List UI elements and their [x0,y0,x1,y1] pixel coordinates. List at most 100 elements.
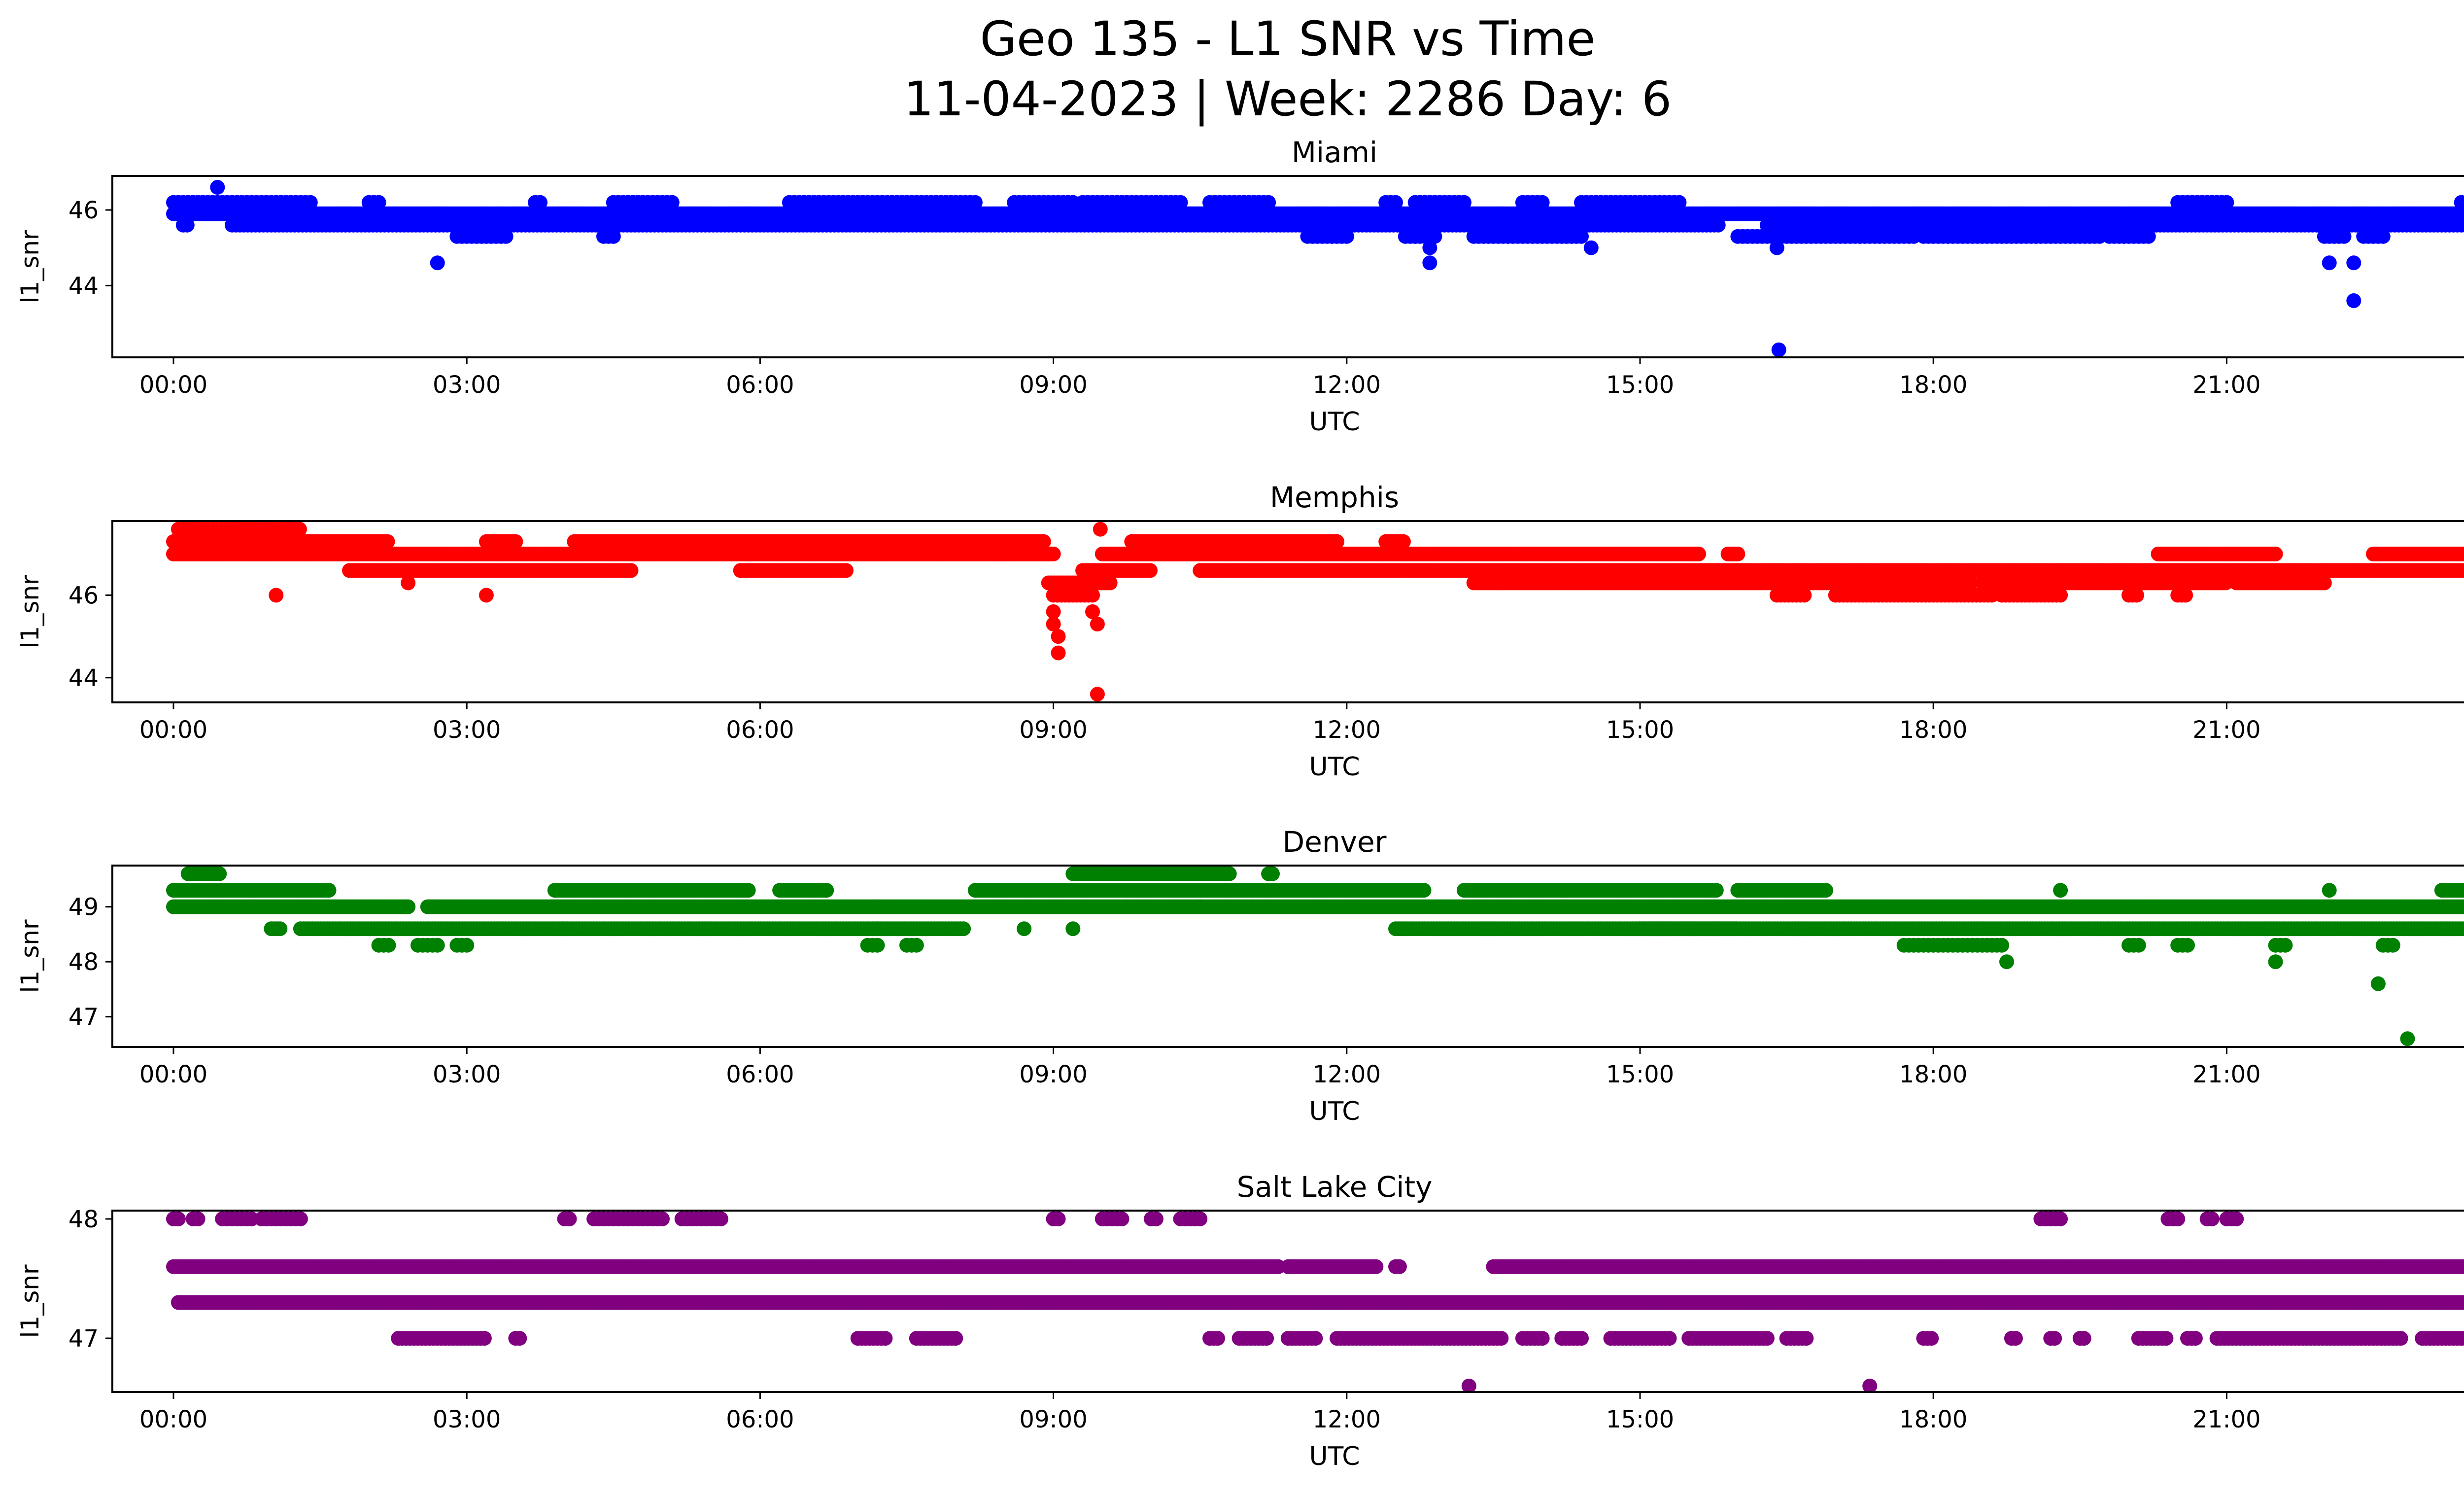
data-point [2322,255,2337,271]
data-point [2459,195,2464,210]
x-tick-label: 09:00 [1019,716,1087,744]
data-point [2141,229,2156,244]
data-point [1093,522,1108,537]
data-point [1173,195,1188,210]
data-point [479,588,494,603]
data-point [2219,195,2234,210]
data-point [2218,575,2233,591]
data-point [269,588,284,603]
figure-title: Geo 135 - L1 SNR vs Time 11-04-2023 | We… [0,9,2464,129]
data-point [1046,546,1061,561]
data-point [1090,617,1105,632]
data-point [321,883,337,898]
y-tick-label: 46 [68,582,99,610]
data-point [1416,883,1432,898]
data-point [1261,195,1276,210]
panel-title: Denver [1283,825,1387,859]
x-tick-label: 00:00 [139,371,207,399]
panel-title: Memphis [1270,481,1399,514]
data-points [166,180,2464,357]
data-point [2178,588,2193,603]
data-point [1711,217,1726,233]
axes-frame [111,520,2464,703]
data-point [2463,566,2464,575]
data-point [1422,240,1437,255]
data-point [2458,217,2464,233]
data-point [179,217,195,233]
data-point [212,866,227,881]
data-point [1388,195,1403,210]
data-point [967,195,983,210]
x-tick-label: 06:00 [726,371,794,399]
figure-title-line2: 11-04-2023 | Week: 2286 Day: 6 [903,71,1672,127]
y-axis-label: l1_snr [16,575,44,648]
data-point [1265,866,1280,881]
y-tick-label: 44 [68,664,99,692]
x-tick-label: 09:00 [1019,371,1087,399]
data-point [430,255,445,271]
data-point [1051,645,1066,661]
x-axis-label: UTC [1309,407,1360,437]
data-point [1046,617,1061,632]
data-point [1769,240,1784,255]
data-point [1143,563,1158,578]
data-point [210,180,225,195]
panel-title: Miami [1292,136,1377,169]
data-point [2460,563,2464,577]
data-points [166,522,2464,702]
data-point [819,883,834,898]
y-tick-label: 44 [68,272,99,300]
x-tick-label: 15:00 [1606,716,1674,744]
data-point [380,534,395,549]
x-tick-label: 00:00 [139,716,207,744]
data-point [1574,229,1589,244]
data-point [2346,255,2361,271]
data-point [292,522,307,537]
data-point [2053,588,2068,603]
x-tick-label: 03:00 [433,716,501,744]
x-tick-label: 06:00 [726,716,794,744]
data-point [2462,208,2464,219]
x-axis-label: UTC [1309,752,1360,782]
x-tick-label: 18:00 [1899,371,1967,399]
x-tick-label: 21:00 [2192,371,2260,399]
data-point [2336,229,2352,244]
data-point [1535,195,1550,210]
x-tick-label: 21:00 [2192,716,2260,744]
data-point [508,534,523,549]
data-point [606,229,621,244]
data-point [401,575,416,591]
y-tick-label: 46 [68,197,99,224]
data-point [741,883,756,898]
data-point [498,229,513,244]
data-point [1456,195,1472,210]
data-point [1330,534,1344,549]
data-point [1085,604,1100,619]
data-point [1771,342,1786,357]
data-point [1085,588,1100,603]
data-point [1036,534,1051,549]
data-point [1730,546,1745,561]
y-axis-label: l1_snr [16,230,44,303]
data-point [1222,866,1237,881]
data-point [1090,687,1105,702]
data-point [1339,229,1354,244]
data-point [1422,255,1437,271]
x-tick-label: 18:00 [1899,716,1967,744]
data-point [2462,549,2464,559]
data-point [1102,575,1118,591]
data-point [2461,884,2464,897]
data-point [533,195,548,210]
data-point [1818,883,1833,898]
data-point [1691,546,1706,561]
data-point [1407,229,1423,244]
data-point [1046,604,1061,619]
data-point [303,195,318,210]
data-point [839,563,854,578]
data-point [2268,546,2283,561]
figure-title-line1: Geo 135 - L1 SNR vs Time [980,11,1596,67]
data-point [1427,229,1442,244]
